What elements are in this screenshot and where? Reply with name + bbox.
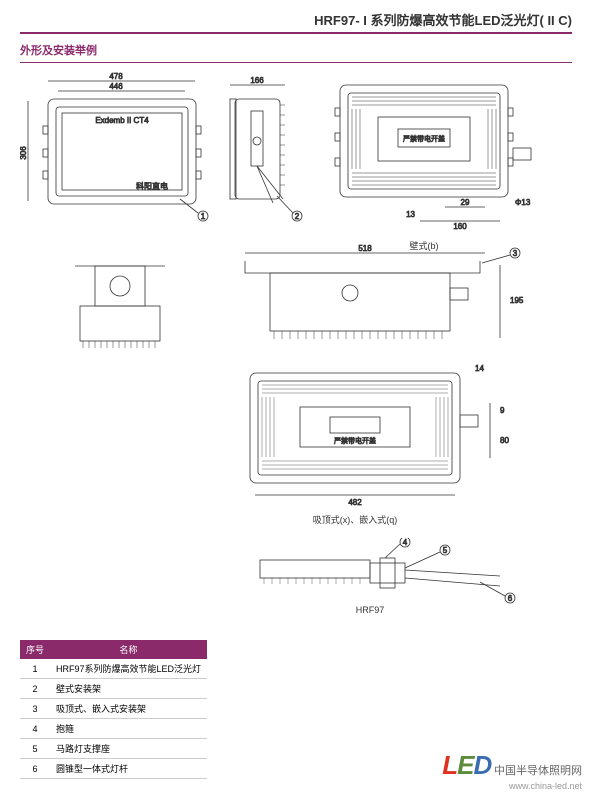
table-row: 6圆锥型一体式灯杆 (20, 759, 207, 779)
drawing-area: 478 446 306 Exdemb II CT4 科阳直电 1 (20, 63, 572, 603)
dim-446: 446 (109, 82, 123, 91)
front-view: 478 446 306 Exdemb II CT4 科阳直电 1 (20, 71, 210, 226)
callout-2: 2 (295, 212, 300, 221)
dim-160: 160 (453, 222, 467, 231)
page-header: HRF97- I 系列防爆高效节能LED泛光灯( II C) (20, 10, 572, 34)
dim-14: 14 (475, 364, 484, 373)
dim-306: 306 (20, 146, 28, 160)
table-row: 5马路灯支撑座 (20, 739, 207, 759)
warn-text-x: 严禁带电开盖 (334, 436, 376, 445)
marking-text: Exdemb II CT4 (95, 116, 149, 125)
callout-6: 6 (508, 594, 513, 603)
dim-482: 482 (348, 498, 362, 507)
url-text: www.china-led.net (509, 781, 582, 791)
parts-table: 序号 名称 1HRF97系列防爆高效节能LED泛光灯 2壁式安装架 3吸顶式、嵌… (20, 640, 207, 779)
callout-5: 5 (443, 546, 448, 555)
brand-label: 科阳直电 (136, 181, 168, 191)
callout-1: 1 (201, 212, 206, 221)
table-row: 4抱箍 (20, 719, 207, 739)
pole-view: 4 5 6 HRF97 (240, 538, 540, 628)
dim-478: 478 (109, 72, 123, 81)
table-row: 2壁式安装架 (20, 679, 207, 699)
section-subtitle: 外形及安装举例 (20, 42, 572, 58)
dim-13: 13 (406, 210, 415, 219)
page-title: HRF97- I 系列防爆高效节能LED泛光灯( II C) (314, 13, 572, 28)
led-logo: LED (442, 750, 491, 780)
th-num: 序号 (20, 640, 50, 659)
th-name: 名称 (50, 640, 207, 659)
ceiling-top: 518 195 3 (220, 243, 540, 358)
warn-text-b: 严禁带电开盖 (403, 134, 445, 143)
ceiling-side-small (65, 258, 175, 368)
dim-29: 29 (461, 198, 470, 207)
callout-3: 3 (513, 249, 518, 258)
table-row: 1HRF97系列防爆高效节能LED泛光灯 (20, 659, 207, 679)
dim-phi13: Φ13 (515, 198, 531, 207)
dim-518: 518 (358, 244, 372, 253)
dim-166: 166 (250, 76, 264, 85)
dim-80: 80 (500, 436, 509, 445)
dim-9: 9 (500, 406, 505, 415)
side-view: 166 2 (215, 71, 310, 226)
rear-view-b: 严禁带电开盖 29 Φ13 160 13 壁式(b) (320, 73, 570, 253)
footer-logo: LED 中国半导体照明网 www.china-led.net (442, 750, 582, 792)
brand-text: 中国半导体照明网 (494, 765, 582, 777)
caption-xq: 吸顶式(x)、嵌入式(q) (313, 514, 398, 525)
dim-195: 195 (510, 296, 524, 305)
caption-hrf97: HRF97 (356, 605, 385, 615)
callout-4: 4 (403, 538, 408, 547)
table-row: 3吸顶式、嵌入式安装架 (20, 699, 207, 719)
ceiling-rear: 严禁带电开盖 14 9 80 482 吸顶式(x)、嵌入式(q) (220, 363, 540, 528)
